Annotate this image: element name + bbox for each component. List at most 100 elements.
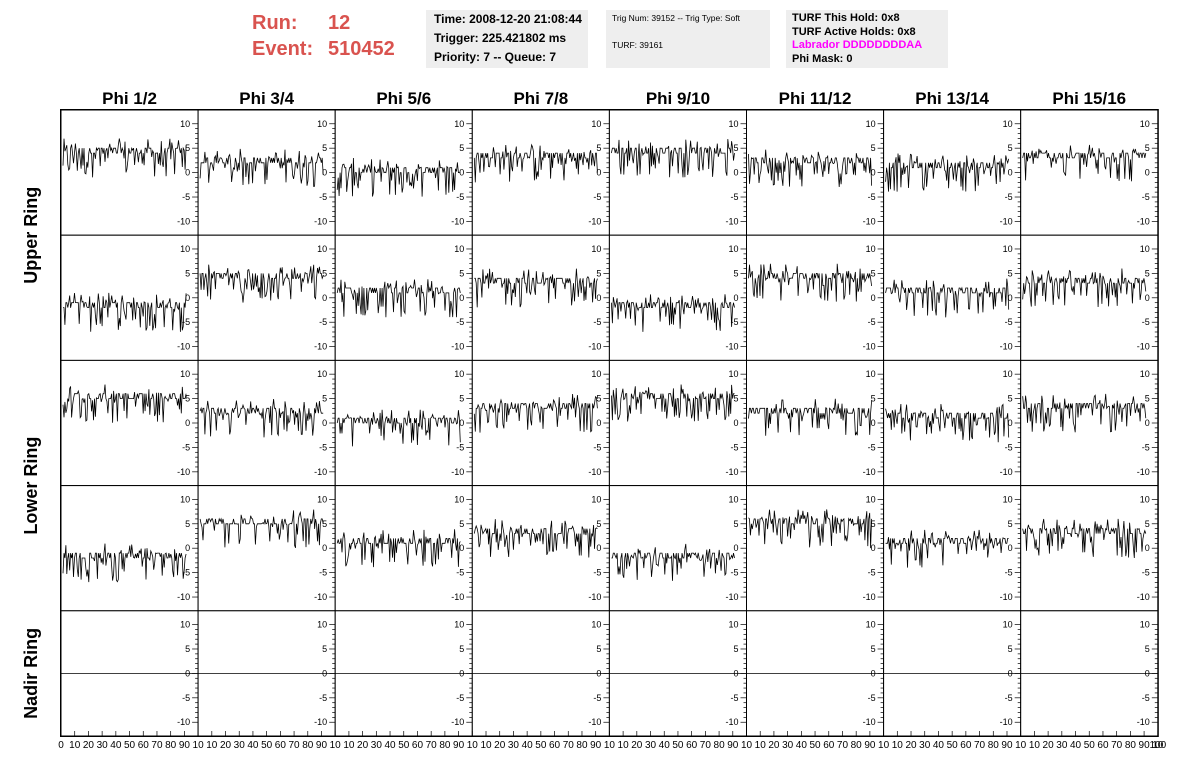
y-tick-label: -10 (725, 342, 738, 352)
y-tick-label: 10 (591, 369, 601, 379)
y-tick-label: -5 (868, 317, 876, 327)
panel-frame (746, 234, 885, 361)
waveform-trace (748, 509, 872, 549)
run-value: 12 (328, 12, 351, 34)
x-tick-label: 90 (1001, 740, 1013, 751)
panel-frame (608, 234, 748, 361)
trigger-text: Trigger: 225.421802 ms (434, 31, 567, 45)
panel-frame (746, 485, 885, 612)
y-tick-label: -10 (1000, 592, 1013, 602)
waveform-trace (199, 148, 324, 188)
y-tick-label: -5 (182, 568, 190, 578)
x-tick-label: 70 (151, 740, 163, 751)
x-tick-label: 20 (768, 740, 780, 751)
y-tick-label: 5 (733, 644, 738, 654)
x-tick-label: 50 (124, 740, 136, 751)
panel-frame (608, 359, 748, 487)
y-tick-label: -10 (177, 592, 190, 602)
y-tick-label: -10 (1000, 467, 1013, 477)
waveform-trace (62, 138, 187, 178)
panel-frame (608, 485, 748, 612)
waveform-trace (1022, 518, 1147, 559)
y-tick-label: 0 (596, 543, 601, 553)
y-tick-label: 0 (733, 168, 738, 178)
x-tick-label: 50 (535, 740, 547, 751)
y-tick-label: -10 (725, 592, 738, 602)
y-tick-label: 10 (180, 244, 190, 254)
y-tick-label: 5 (871, 519, 876, 529)
y-tick-label: 10 (866, 119, 876, 129)
y-tick-label: -5 (319, 693, 327, 703)
y-tick-label: 10 (591, 620, 601, 630)
x-tick-label: 40 (384, 740, 396, 751)
y-tick-label: 10 (317, 369, 327, 379)
y-tick-label: 0 (871, 418, 876, 428)
y-tick-label: 10 (1140, 119, 1150, 129)
y-tick-label: -10 (1137, 717, 1150, 727)
y-tick-label: 5 (1145, 268, 1150, 278)
y-tick-label: 5 (871, 268, 876, 278)
y-tick-label: -5 (730, 192, 738, 202)
y-tick-label: -10 (451, 592, 464, 602)
y-tick-label: 5 (871, 143, 876, 153)
y-tick-label: -10 (314, 467, 327, 477)
x-tick-label: 10 (69, 740, 81, 751)
y-tick-label: 5 (1145, 394, 1150, 404)
y-tick-label: -10 (725, 467, 738, 477)
y-tick-label: -5 (1142, 442, 1150, 452)
y-tick-label: 10 (317, 119, 327, 129)
row-group-label: Lower Ring (21, 437, 41, 535)
panel-frame (883, 109, 1022, 236)
waveform-trace (885, 529, 1009, 568)
x-tick-label: 60 (1097, 740, 1109, 751)
x-tick-label: 80 (302, 740, 314, 751)
y-tick-label: 10 (454, 119, 464, 129)
y-tick-label: -5 (1142, 192, 1150, 202)
panel-frame (1020, 234, 1159, 361)
y-tick-label: 0 (185, 543, 190, 553)
y-tick-label: -10 (588, 216, 601, 226)
y-tick-label: 5 (459, 143, 464, 153)
y-tick-label: 5 (185, 268, 190, 278)
x-tick-label: 50 (809, 740, 821, 751)
waveform-trace (473, 143, 598, 183)
x-tick-label-last: 100 (1149, 740, 1166, 751)
y-tick-label: 5 (322, 268, 327, 278)
panel-frame (60, 109, 199, 236)
y-tick-label: -10 (725, 717, 738, 727)
y-tick-label: -5 (1142, 568, 1150, 578)
x-tick-label: 90 (316, 740, 328, 751)
y-tick-label: 10 (591, 244, 601, 254)
y-tick-label: -5 (1005, 192, 1013, 202)
waveform-trace (611, 543, 735, 581)
x-tick-label: 30 (645, 740, 657, 751)
y-tick-label: 0 (459, 543, 464, 553)
labrador-text: Labrador DDDDDDDDAA (792, 39, 923, 51)
phi-mask-text: Phi Mask: 0 (792, 52, 853, 65)
y-tick-label: 5 (1008, 143, 1013, 153)
x-tick-label: 50 (1084, 740, 1096, 751)
priority-text: Priority: 7 -- Queue: 7 (434, 50, 557, 64)
turf-hold-text: TURF This Hold: 0x8 (792, 12, 900, 24)
x-tick-label: 80 (988, 740, 1000, 751)
x-tick-label: 10 (480, 740, 492, 751)
y-tick-label: -10 (588, 717, 601, 727)
y-tick-label: -10 (1137, 592, 1150, 602)
y-tick-label: 5 (733, 143, 738, 153)
y-tick-label: 5 (733, 519, 738, 529)
x-tick-label: 60 (960, 740, 972, 751)
x-tick-label: 40 (522, 740, 534, 751)
